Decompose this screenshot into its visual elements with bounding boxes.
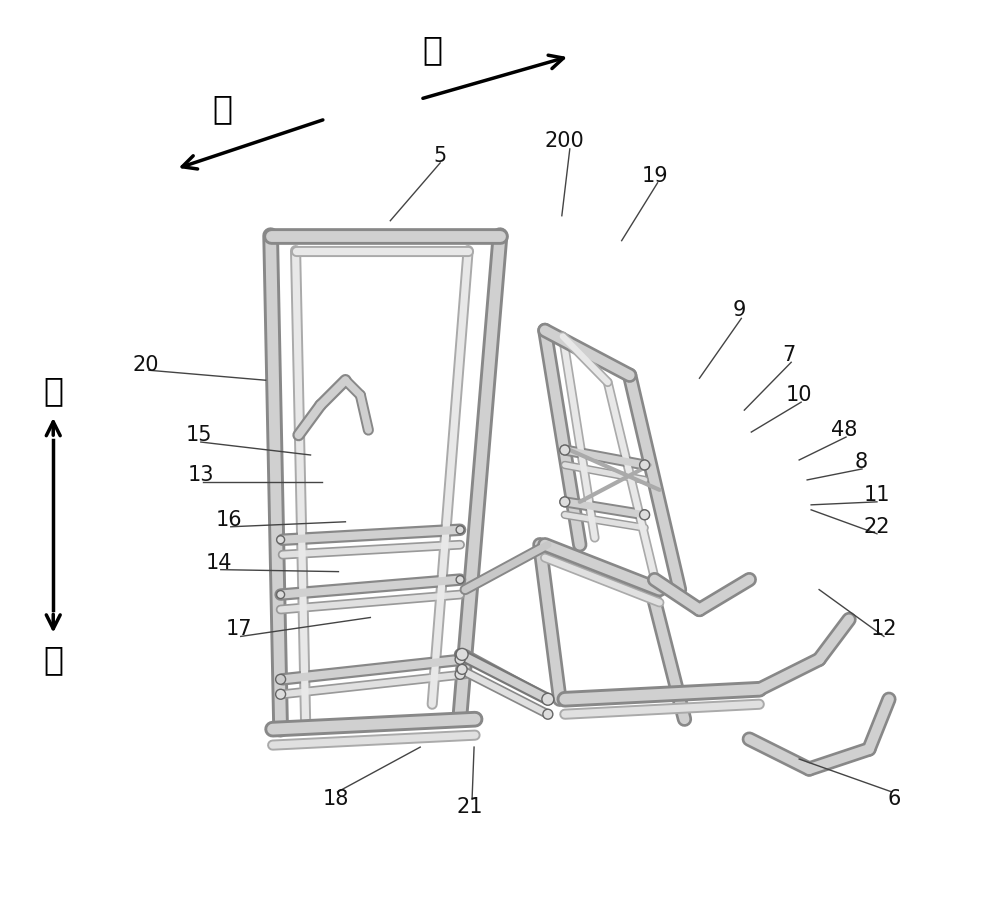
Text: 20: 20 [133, 356, 159, 375]
Text: 21: 21 [457, 797, 483, 817]
Circle shape [560, 497, 570, 507]
Text: 15: 15 [186, 425, 212, 445]
Text: 5: 5 [434, 146, 447, 166]
Text: 下: 下 [43, 643, 63, 676]
Circle shape [276, 689, 286, 699]
Circle shape [456, 576, 464, 583]
Text: 10: 10 [786, 385, 812, 405]
Text: 48: 48 [831, 420, 857, 440]
Circle shape [455, 669, 465, 679]
Text: 16: 16 [215, 510, 242, 530]
Text: 18: 18 [322, 789, 349, 809]
Text: 上: 上 [43, 374, 63, 406]
Text: 14: 14 [206, 552, 232, 572]
Text: 左: 左 [422, 33, 442, 65]
Circle shape [276, 674, 286, 684]
Circle shape [277, 590, 285, 599]
Text: 右: 右 [213, 93, 233, 125]
Circle shape [456, 649, 468, 660]
Circle shape [455, 654, 465, 664]
Text: 22: 22 [864, 517, 890, 537]
Circle shape [542, 693, 554, 706]
Circle shape [560, 445, 570, 455]
Text: 6: 6 [887, 789, 901, 809]
Circle shape [543, 709, 553, 719]
Text: 19: 19 [641, 166, 668, 186]
Circle shape [277, 536, 285, 543]
Text: 11: 11 [864, 485, 890, 505]
Text: 13: 13 [188, 465, 214, 485]
Text: 8: 8 [854, 452, 868, 472]
Circle shape [457, 664, 467, 674]
Text: 17: 17 [225, 619, 252, 639]
Text: 9: 9 [733, 300, 746, 320]
Text: 200: 200 [545, 131, 585, 151]
Text: 7: 7 [783, 346, 796, 366]
Circle shape [640, 510, 650, 520]
Circle shape [456, 526, 464, 533]
Circle shape [640, 460, 650, 470]
Text: 12: 12 [871, 619, 897, 639]
